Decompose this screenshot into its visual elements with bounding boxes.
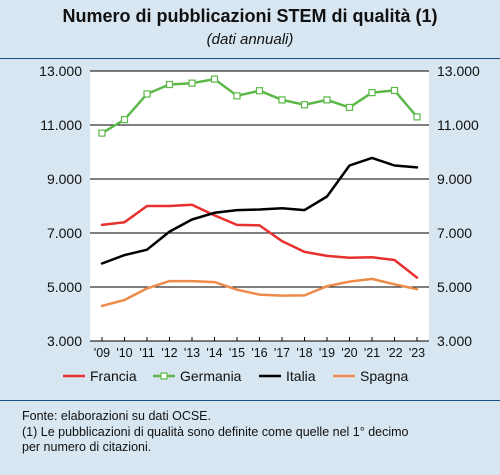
x-tick-label: '20 xyxy=(341,346,357,360)
y-tick-label-right: 9.000 xyxy=(437,171,472,187)
legend-swatch-germania xyxy=(153,372,175,380)
point-germania xyxy=(188,79,196,87)
y-axis-right: 3.000 5.000 7.000 9.000 11.000 13.000 xyxy=(437,63,480,349)
x-tick-label: '21 xyxy=(364,346,380,360)
x-tick-label: '11 xyxy=(139,346,154,360)
point-germania xyxy=(210,75,219,83)
x-tick-label: '13 xyxy=(184,346,200,360)
y-tick-label-left: 11.000 xyxy=(40,117,82,133)
bottom-divider xyxy=(0,400,500,401)
chart-subtitle: (dati annuali) xyxy=(206,31,294,48)
y-tick-label-right: 11.000 xyxy=(437,117,479,133)
x-tick-label: '19 xyxy=(319,346,335,360)
x-tick-label: '23 xyxy=(409,346,425,360)
legend-label-spagna: Spagna xyxy=(360,368,409,384)
point-germania xyxy=(278,96,286,104)
point-germania xyxy=(413,113,421,121)
point-germania xyxy=(300,101,309,109)
chart-title: Numero di pubblicazioni STEM di qualità … xyxy=(62,6,438,26)
point-germania xyxy=(233,92,241,100)
x-tick-label: '14 xyxy=(206,346,222,360)
legend-label-francia: Francia xyxy=(90,368,137,384)
point-germania xyxy=(390,86,399,95)
series-line-spagna xyxy=(100,277,419,308)
note-line-2: per numero di citazioni. xyxy=(22,440,152,454)
x-axis: '09 '10 '11 '12 '13 '14 '15 '16 '17 '18 '19 '20 '21 '… xyxy=(94,337,425,360)
plot-area xyxy=(90,71,429,341)
legend-swatch-italia xyxy=(259,374,281,378)
legend-item-spagna: Spagna xyxy=(332,365,408,387)
y-tick-label-right: 5.000 xyxy=(437,279,472,295)
top-divider xyxy=(0,58,500,59)
legend-item-italia: Italia xyxy=(258,365,316,387)
y-tick-label-left: 13.000 xyxy=(39,63,82,79)
legend-label-germania: Germania xyxy=(180,368,242,384)
series-line-francia xyxy=(100,203,419,279)
y-tick-label-left: 5.000 xyxy=(47,279,82,295)
x-tick-label: '22 xyxy=(386,346,402,360)
legend-item-germania: Germania xyxy=(152,365,241,387)
legend-label-italia: Italia xyxy=(286,368,316,384)
y-tick-label-right: 13.000 xyxy=(437,63,480,79)
series-group xyxy=(98,75,421,308)
x-tick-label: '16 xyxy=(251,346,267,360)
x-tick-label: '12 xyxy=(161,346,177,360)
y-tick-label-right: 7.000 xyxy=(437,225,472,241)
point-germania xyxy=(368,88,376,97)
series-line-italia xyxy=(100,156,419,265)
line-chart: 3.000 5.000 7.000 9.000 11.000 13.000 3.000 5.… xyxy=(39,63,480,360)
note-line-1: (1) Le pubblicazioni di qualità sono def… xyxy=(22,424,409,439)
point-germania xyxy=(345,103,354,112)
legend: Francia Germania Italia Spagna xyxy=(0,365,500,387)
x-tick-label: '17 xyxy=(274,346,290,360)
y-axis-left: 3.000 5.000 7.000 9.000 11.000 13.000 xyxy=(39,63,82,349)
x-tick-label: '10 xyxy=(116,346,132,360)
x-tick-label: '15 xyxy=(229,346,245,360)
y-tick-label-right: 3.000 xyxy=(437,333,472,349)
point-germania xyxy=(98,129,106,137)
source-text: Fonte: elaborazioni su dati OCSE. xyxy=(22,409,211,423)
y-tick-label-left: 9.000 xyxy=(47,171,82,187)
legend-swatch-spagna xyxy=(333,374,355,378)
point-germania xyxy=(255,87,264,95)
legend-swatch-francia xyxy=(63,374,85,378)
legend-item-francia: Francia xyxy=(62,365,137,387)
y-tick-label-left: 7.000 xyxy=(47,225,82,241)
y-tick-label-left: 3.000 xyxy=(47,333,82,349)
point-germania xyxy=(165,80,174,89)
x-tick-label: '18 xyxy=(296,346,312,360)
point-germania xyxy=(120,115,129,124)
point-germania xyxy=(323,96,331,104)
x-tick-label: '09 xyxy=(94,346,110,360)
point-germania xyxy=(143,90,151,98)
footnotes: Fonte: elaborazioni su dati OCSE. (1) Le… xyxy=(22,409,498,456)
